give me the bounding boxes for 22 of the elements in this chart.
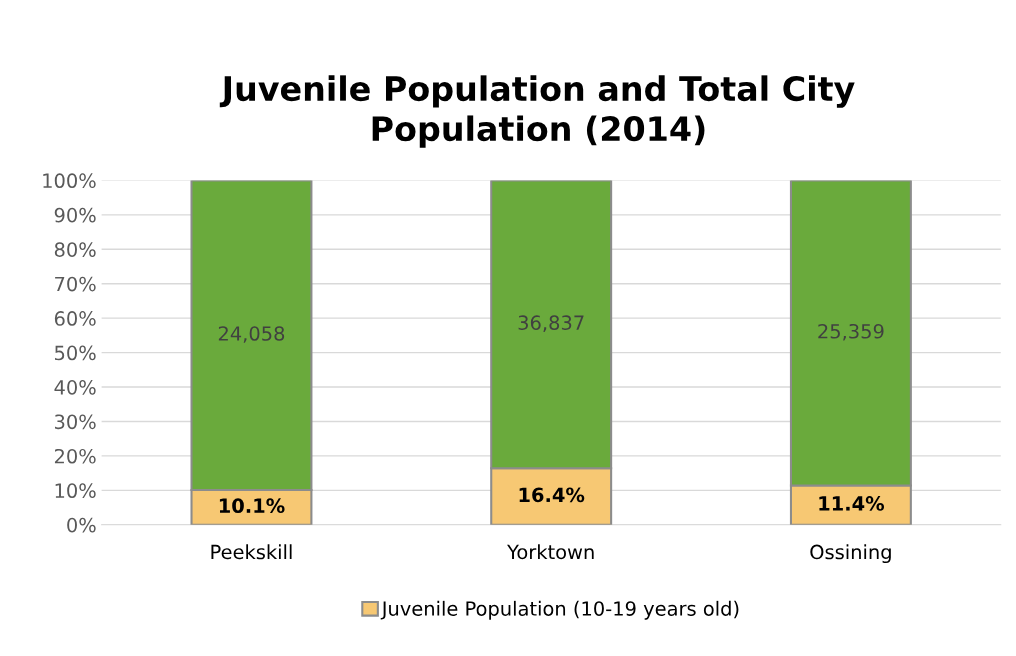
x-tick-label: Yorktown (507, 544, 594, 560)
data-label: 16.4% (519, 487, 585, 503)
annotation: 36,837 (518, 315, 584, 332)
y-tick-label: 20% (54, 448, 96, 464)
data-label: 11.4% (819, 496, 885, 511)
annotation: 24,058 (218, 326, 285, 343)
chart-title: Juvenile Population and Total City Population (2014) (219, 75, 855, 148)
y-tick-label: 80% (54, 242, 96, 257)
y-tick-label: 30% (55, 414, 96, 430)
y-tick-label: 50% (55, 345, 96, 361)
data-label: 10.1% (219, 498, 285, 514)
y-tick-label: 100% (43, 173, 96, 189)
y-tick-label: 10% (55, 483, 96, 499)
legend-label: Juvenile Population (10-19 years old) (380, 600, 739, 620)
y-tick-label: 0% (67, 517, 96, 533)
y-tick-label: 70% (55, 276, 96, 292)
annotation: 25,359 (818, 323, 884, 341)
y-tick-label: 40% (54, 380, 96, 395)
x-tick-label: Ossining (810, 544, 891, 564)
y-tick-label: 60% (54, 311, 96, 326)
y-tick-label: 90% (54, 207, 96, 223)
x-tick-label: Peekskill (211, 544, 292, 560)
